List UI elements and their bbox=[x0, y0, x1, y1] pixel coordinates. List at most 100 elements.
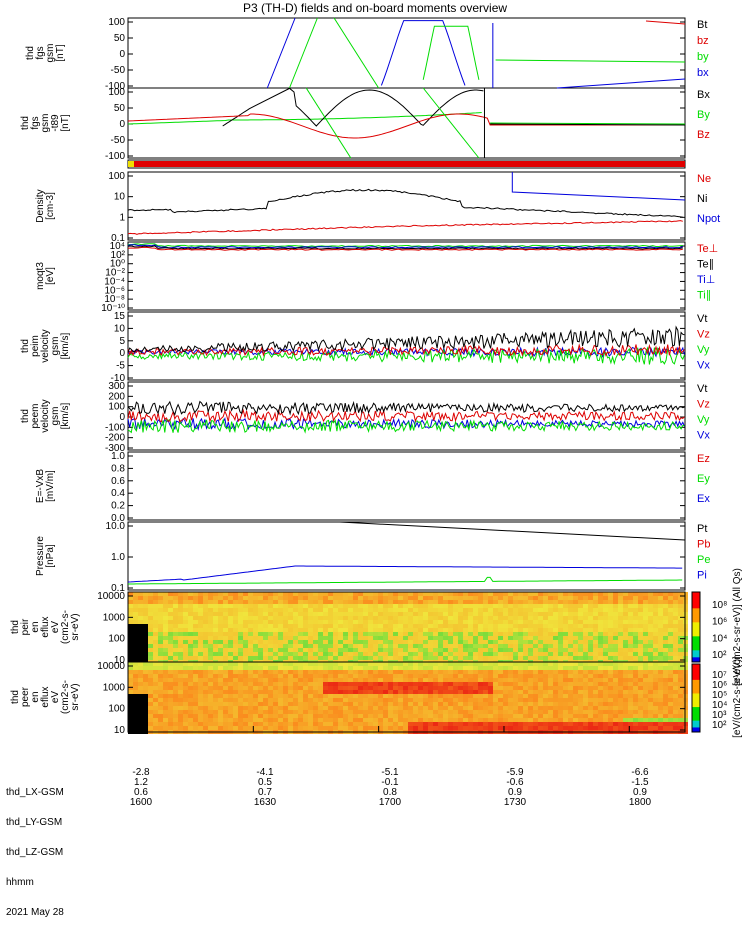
heatmap-cell bbox=[403, 702, 408, 706]
heatmap-cell bbox=[223, 670, 228, 674]
heatmap-cell bbox=[158, 612, 163, 616]
heatmap-cell bbox=[203, 702, 208, 706]
heatmap-cell bbox=[353, 682, 358, 686]
heatmap-cell bbox=[523, 604, 528, 608]
heatmap-cell bbox=[308, 624, 313, 628]
heatmap-cell bbox=[363, 632, 368, 636]
heatmap-cell bbox=[268, 674, 273, 678]
heatmap-cell bbox=[553, 682, 558, 686]
heatmap-cell bbox=[158, 628, 163, 632]
heatmap-cell bbox=[523, 608, 528, 612]
heatmap-cell bbox=[318, 718, 323, 722]
heatmap-cell bbox=[448, 636, 453, 640]
heatmap-cell bbox=[223, 612, 228, 616]
heatmap-cell bbox=[593, 726, 598, 730]
heatmap-cell bbox=[648, 612, 653, 616]
heatmap-cell bbox=[303, 714, 308, 718]
heatmap-cell bbox=[168, 694, 173, 698]
heatmap-cell bbox=[313, 714, 318, 718]
y-axis-label: (cm2-s- bbox=[60, 680, 71, 714]
heatmap-cell bbox=[253, 596, 258, 600]
heatmap-cell bbox=[658, 640, 663, 644]
heatmap-cell bbox=[568, 632, 573, 636]
heatmap-cell bbox=[308, 710, 313, 714]
heatmap-cell bbox=[133, 632, 138, 636]
heatmap-cell bbox=[148, 706, 153, 710]
heatmap-cell bbox=[233, 596, 238, 600]
heatmap-cell bbox=[558, 706, 563, 710]
heatmap-cell bbox=[538, 620, 543, 624]
heatmap-cell bbox=[593, 666, 598, 670]
heatmap-cell bbox=[148, 678, 153, 682]
heatmap-cell bbox=[373, 726, 378, 730]
heatmap-cell bbox=[198, 678, 203, 682]
heatmap-cell bbox=[238, 640, 243, 644]
heatmap-cell bbox=[643, 604, 648, 608]
heatmap-cell bbox=[663, 722, 668, 726]
heatmap-cell bbox=[353, 616, 358, 620]
heatmap-cell bbox=[338, 600, 343, 604]
heatmap-cell bbox=[238, 722, 243, 726]
heatmap-cell bbox=[363, 628, 368, 632]
heatmap-cell bbox=[473, 714, 478, 718]
heatmap-cell bbox=[493, 718, 498, 722]
heatmap-cell bbox=[128, 726, 133, 730]
heatmap-cell bbox=[503, 694, 508, 698]
heatmap-cell bbox=[538, 652, 543, 656]
heatmap-cell bbox=[453, 670, 458, 674]
heatmap-cell bbox=[413, 608, 418, 612]
heatmap-cell bbox=[328, 644, 333, 648]
heatmap-cell bbox=[228, 678, 233, 682]
heatmap-cell bbox=[563, 644, 568, 648]
heatmap-cell bbox=[643, 726, 648, 730]
heatmap-cell bbox=[618, 624, 623, 628]
heatmap-cell bbox=[238, 666, 243, 670]
heatmap-cell bbox=[308, 596, 313, 600]
heatmap-cell bbox=[338, 616, 343, 620]
heatmap-cell bbox=[578, 666, 583, 670]
heatmap-cell bbox=[503, 592, 508, 596]
heatmap-cell bbox=[638, 656, 643, 660]
heatmap-cell bbox=[158, 718, 163, 722]
heatmap-cell bbox=[583, 694, 588, 698]
heatmap-cell bbox=[408, 616, 413, 620]
heatmap-cell bbox=[423, 718, 428, 722]
heatmap-cell bbox=[493, 652, 498, 656]
heatmap-cell bbox=[448, 674, 453, 678]
heatmap-cell bbox=[203, 612, 208, 616]
heatmap-cell bbox=[488, 644, 493, 648]
heatmap-cell bbox=[568, 624, 573, 628]
heatmap-cell bbox=[673, 674, 678, 678]
heatmap-cell bbox=[483, 710, 488, 714]
heatmap-cell bbox=[338, 632, 343, 636]
heatmap-cell bbox=[263, 694, 268, 698]
heatmap-cell bbox=[348, 722, 353, 726]
heatmap-cell bbox=[313, 722, 318, 726]
heatmap-cell bbox=[403, 608, 408, 612]
heatmap-cell bbox=[428, 612, 433, 616]
heatmap-cell bbox=[528, 652, 533, 656]
heatmap-cell bbox=[668, 620, 673, 624]
heatmap-cell bbox=[478, 710, 483, 714]
heatmap-cell bbox=[493, 690, 498, 694]
heatmap-cell bbox=[278, 632, 283, 636]
heatmap-cell bbox=[188, 592, 193, 596]
heatmap-cell bbox=[248, 620, 253, 624]
heatmap-cell bbox=[173, 718, 178, 722]
heatmap-cell bbox=[403, 722, 408, 726]
heatmap-cell bbox=[153, 726, 158, 730]
heatmap-cell bbox=[488, 636, 493, 640]
heatmap-cell bbox=[413, 710, 418, 714]
heatmap-cell bbox=[573, 640, 578, 644]
heatmap-cell bbox=[448, 616, 453, 620]
heatmap-cell bbox=[623, 644, 628, 648]
heatmap-cell bbox=[238, 702, 243, 706]
heatmap-cell bbox=[613, 632, 618, 636]
heatmap-cell bbox=[163, 656, 168, 660]
heatmap-cell bbox=[173, 674, 178, 678]
heatmap-cell bbox=[528, 600, 533, 604]
heatmap-cell bbox=[423, 674, 428, 678]
heatmap-cell bbox=[598, 612, 603, 616]
heatmap-cell bbox=[273, 662, 278, 666]
heatmap-cell bbox=[298, 678, 303, 682]
